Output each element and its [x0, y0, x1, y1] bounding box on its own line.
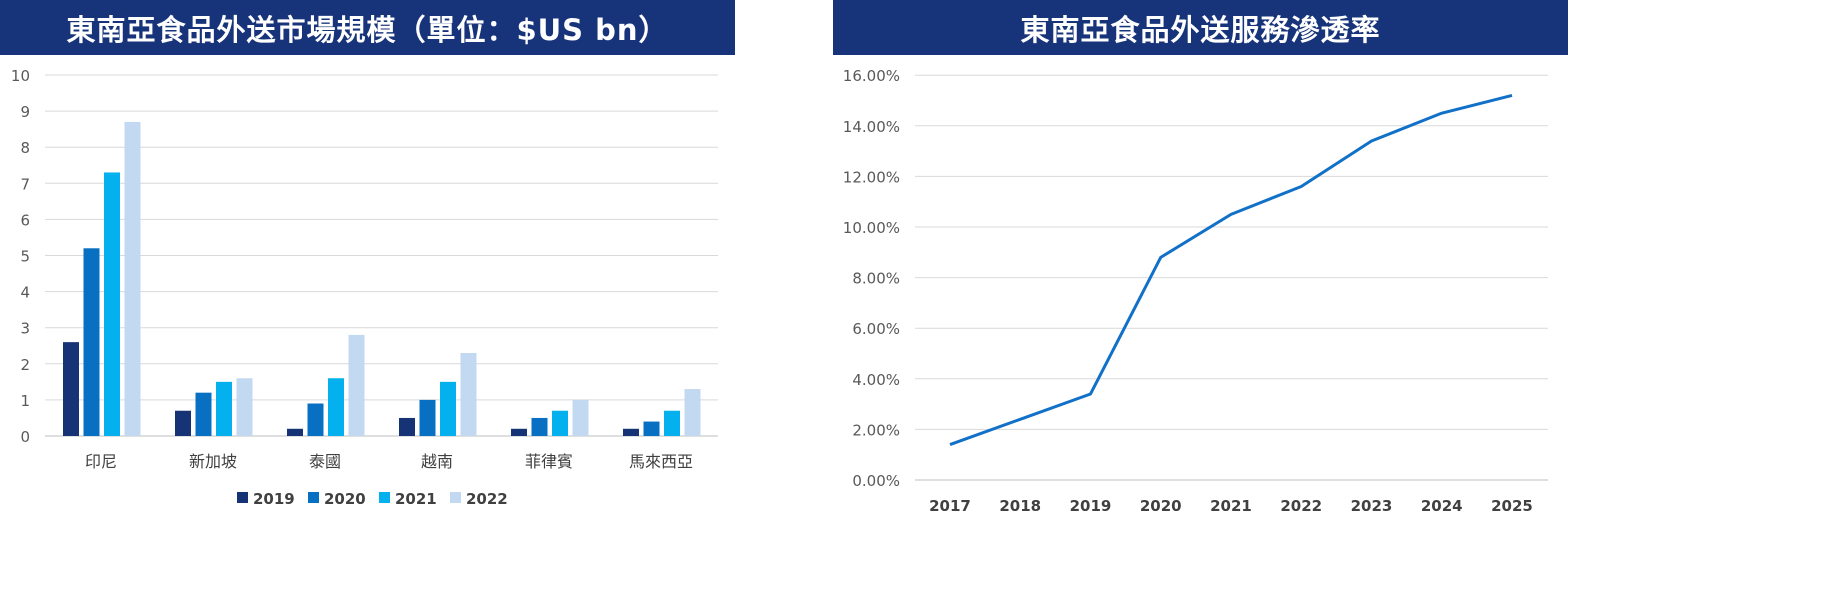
y-tick-label: 8	[20, 139, 30, 157]
legend-swatch	[450, 492, 461, 503]
legend-label: 2020	[324, 490, 366, 508]
legend-swatch	[379, 492, 390, 503]
legend-swatch	[308, 492, 319, 503]
bar-2022	[348, 334, 365, 436]
penetration-line	[949, 93, 1513, 446]
x-tick-label: 新加坡	[189, 452, 237, 471]
x-tick-label: 馬來西亞	[629, 452, 693, 471]
x-tick-label: 泰國	[309, 452, 341, 471]
x-tick-label: 2018	[999, 497, 1041, 515]
y-tick-label: 4.00%	[852, 371, 900, 389]
bar-2022	[236, 378, 253, 436]
y-tick-label: 0	[20, 428, 30, 446]
x-tick-label: 2023	[1351, 497, 1393, 515]
y-tick-label: 2	[20, 356, 30, 374]
bar-2019	[399, 417, 415, 436]
legend-label: 2022	[466, 490, 508, 508]
bar-2020	[643, 421, 660, 436]
y-tick-label: 6	[20, 211, 30, 229]
bar-2019	[287, 428, 303, 436]
bar-2019	[175, 410, 191, 436]
y-tick-label: 16.00%	[843, 67, 900, 85]
y-tick-label: 2.00%	[852, 421, 900, 439]
bar-2021	[216, 381, 232, 436]
x-tick-label: 2020	[1140, 497, 1182, 515]
bar-2022	[124, 121, 141, 437]
y-tick-label: 10	[11, 67, 30, 85]
x-tick-label: 2022	[1280, 497, 1322, 515]
y-tick-label: 6.00%	[852, 320, 900, 338]
legend-label: 2021	[395, 490, 437, 508]
y-tick-label: 7	[20, 175, 30, 193]
legend-swatch	[237, 492, 248, 503]
bar-chart-title: 東南亞食品外送市場規模（單位：$US bn）	[0, 0, 735, 55]
bar-2022	[684, 389, 701, 436]
y-tick-label: 12.00%	[843, 168, 900, 186]
line-chart-title: 東南亞食品外送服務滲透率	[833, 0, 1568, 55]
legend-label: 2019	[253, 490, 295, 508]
y-tick-label: 9	[20, 103, 30, 121]
bar-2020	[307, 403, 324, 436]
bar-2022	[460, 352, 477, 436]
bar-2021	[328, 378, 344, 436]
bar-2020	[195, 392, 212, 436]
y-tick-label: 0.00%	[852, 472, 900, 490]
x-tick-label: 印尼	[85, 452, 117, 471]
bar-2020	[531, 417, 548, 436]
bar-2021	[104, 172, 120, 436]
bar-2020	[419, 399, 436, 436]
bar-2019	[511, 428, 527, 436]
bar-2019	[623, 428, 639, 436]
y-tick-label: 14.00%	[843, 118, 900, 136]
y-tick-label: 1	[20, 392, 30, 410]
y-tick-label: 4	[20, 284, 30, 302]
x-tick-label: 2025	[1491, 497, 1533, 515]
x-tick-label: 菲律賓	[525, 452, 573, 471]
x-tick-label: 2024	[1421, 497, 1463, 515]
bar-2021	[552, 410, 568, 436]
y-tick-label: 8.00%	[852, 270, 900, 288]
x-tick-label: 2021	[1210, 497, 1252, 515]
x-tick-label: 2019	[1070, 497, 1112, 515]
bar-2019	[63, 342, 79, 436]
y-tick-label: 10.00%	[843, 219, 900, 237]
x-tick-label: 越南	[421, 452, 453, 471]
bar-2020	[83, 248, 100, 436]
x-tick-label: 2017	[929, 497, 971, 515]
bar-2021	[440, 381, 456, 436]
y-tick-label: 5	[20, 248, 30, 266]
bar-2021	[664, 410, 680, 436]
y-tick-label: 3	[20, 320, 30, 338]
bar-2022	[572, 399, 589, 436]
